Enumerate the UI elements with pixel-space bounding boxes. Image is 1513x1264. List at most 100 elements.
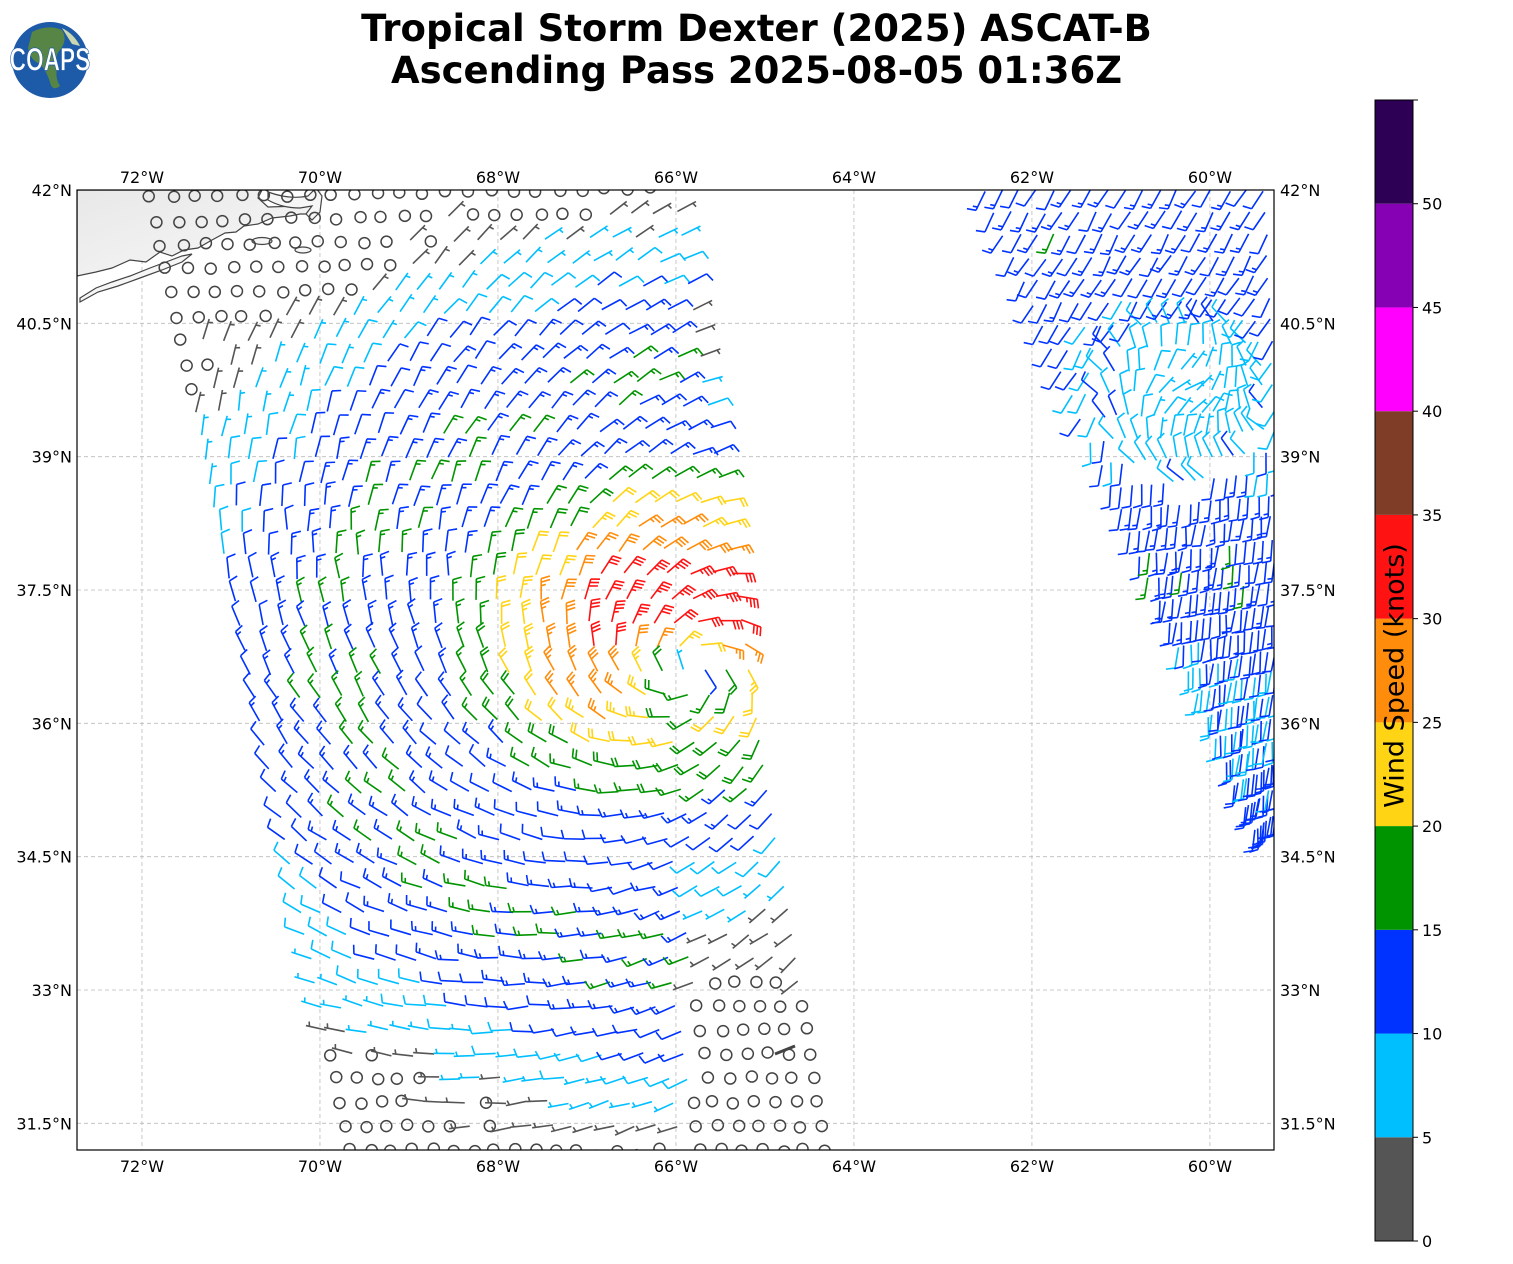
wind-barb: [682, 910, 703, 920]
calm-circle: [750, 975, 763, 989]
wind-barb: [1205, 546, 1220, 569]
wind-barb: [258, 599, 268, 626]
wind-barb: [371, 670, 385, 696]
wind-barb: [345, 1024, 367, 1034]
wind-barb: [290, 817, 308, 842]
wind-barb: [1220, 430, 1234, 456]
wind-barb: [443, 1097, 465, 1104]
wind-barb: [575, 1053, 602, 1063]
wind-barb: [306, 507, 320, 532]
colorbar-tick-label: 0: [1422, 1232, 1432, 1251]
calm-circle: [173, 216, 186, 229]
wind-barb: [421, 528, 433, 553]
wind-barb: [1245, 255, 1268, 274]
wind-barb: [1159, 622, 1171, 647]
wind-barb: [641, 836, 668, 846]
colorbar-tick-label: 5: [1422, 1128, 1432, 1147]
wind-barb: [397, 968, 420, 984]
wind-barb: [567, 484, 589, 504]
wind-barb: [592, 751, 615, 767]
wind-barb: [511, 771, 532, 791]
calm-circle: [438, 190, 452, 198]
wind-barb: [580, 441, 605, 457]
wind-barb: [286, 672, 301, 698]
wind-barb: [692, 446, 719, 456]
wind-barb: [1216, 407, 1227, 432]
wind-barb: [556, 800, 580, 815]
wind-barb: [708, 837, 734, 853]
wind-barb: [1205, 413, 1214, 435]
wind-barb: [521, 1075, 543, 1082]
calm-circle: [747, 1094, 761, 1108]
wind-barb: [604, 322, 631, 335]
calm-circle: [365, 1143, 378, 1150]
wind-barb: [638, 1054, 665, 1064]
wind-barb: [975, 212, 995, 233]
wind-barb: [1266, 646, 1274, 650]
wind-barb: [1213, 636, 1226, 660]
wind-barb: [228, 575, 238, 602]
wind-barb: [487, 530, 502, 553]
wind-barb: [1172, 379, 1192, 392]
wind-barb: [1185, 276, 1207, 296]
wind-barb: [1126, 346, 1136, 372]
calm-circle: [323, 1049, 337, 1062]
wind-barb: [515, 435, 537, 455]
wind-barb: [468, 436, 487, 457]
wind-barb: [501, 367, 525, 385]
wind-barb: [1246, 584, 1261, 607]
wind-barb: [1190, 299, 1213, 318]
wind-barb: [416, 272, 433, 291]
wind-barb: [1211, 735, 1222, 761]
calm-circle: [173, 333, 187, 346]
wind-barb: [396, 505, 409, 530]
wind-barb: [618, 275, 645, 287]
wind-barb: [544, 669, 559, 696]
wind-barb: [1150, 233, 1169, 255]
wind-barb: [1048, 280, 1071, 299]
wind-barb: [1107, 321, 1121, 347]
wind-barb: [588, 668, 602, 694]
lon-tick-label-bottom: 72°W: [120, 1157, 164, 1176]
wind-barb: [1235, 804, 1250, 828]
wind-barb: [464, 529, 478, 553]
wind-barb: [533, 414, 556, 433]
wind-barb: [1257, 515, 1272, 539]
wind-barb: [458, 973, 484, 984]
wind-barb: [212, 367, 223, 389]
wind-barb: [1229, 635, 1239, 660]
wind-barb: [1210, 500, 1221, 525]
wind-barb: [220, 415, 232, 437]
wind-barb: [250, 720, 265, 746]
wind-barb: [549, 507, 568, 529]
wind-barb: [1144, 528, 1159, 552]
wind-barb: [332, 819, 351, 841]
wind-barb: [1183, 432, 1194, 458]
wind-barb: [695, 323, 716, 333]
calm-circle: [793, 1121, 807, 1134]
wind-barb: [489, 902, 514, 914]
wind-barb: [607, 730, 632, 742]
wind-barb: [262, 507, 274, 532]
wind-barb: [313, 318, 327, 339]
wind-barb: [1255, 410, 1274, 428]
wind-barb: [414, 671, 429, 697]
calm-circle: [208, 285, 222, 299]
wind-barb: [1225, 190, 1248, 207]
wind-barb: [1016, 279, 1038, 299]
calm-circle: [443, 1120, 457, 1133]
land: [77, 190, 796, 1056]
calm-circle: [415, 190, 429, 201]
calm-circle: [726, 1097, 740, 1110]
calm-circle: [579, 208, 593, 221]
wind-barb: [1261, 540, 1274, 564]
wind-barb: [1133, 434, 1147, 461]
wind-barb: [453, 1051, 475, 1058]
calm-circle: [158, 261, 171, 274]
calm-circle: [724, 1072, 737, 1085]
wind-barb: [348, 646, 358, 673]
wind-barb: [618, 389, 643, 406]
wind-barb: [434, 950, 459, 961]
wind-barb: [1024, 258, 1047, 277]
wind-barb: [285, 296, 300, 316]
